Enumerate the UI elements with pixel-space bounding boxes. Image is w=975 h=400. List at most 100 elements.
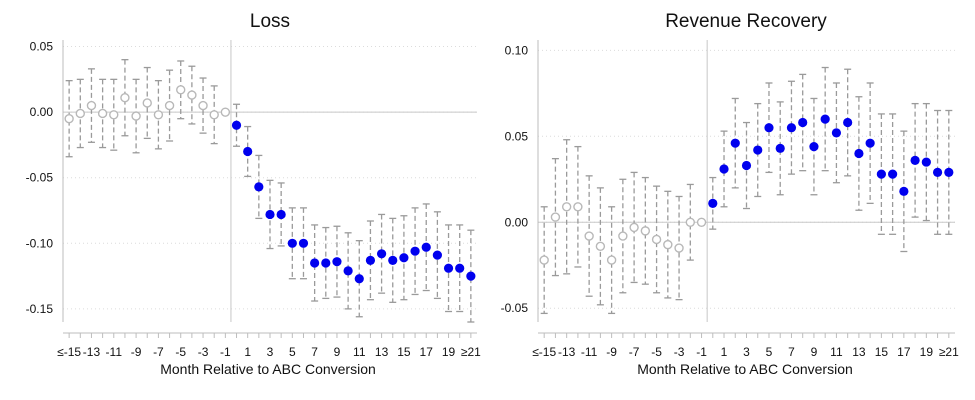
data-point-pre-revenue-recovery	[674, 243, 684, 253]
data-point-pre-revenue-recovery	[640, 226, 651, 236]
data-point-post-revenue-recovery	[910, 155, 920, 165]
x-tick-label-loss: -5	[175, 345, 186, 359]
data-point-post-loss	[410, 246, 420, 256]
data-point-post-revenue-recovery	[854, 148, 864, 159]
x-tick-label-revenue-recovery: 7	[788, 345, 795, 359]
x-tick-label-revenue-recovery: -7	[629, 345, 640, 359]
x-tick-label-loss: -7	[153, 345, 164, 359]
data-point-pre-loss	[142, 98, 152, 108]
data-point-post-revenue-recovery	[730, 138, 740, 148]
data-point-pre-revenue-recovery	[663, 239, 673, 250]
data-point-pre-loss	[64, 113, 74, 124]
x-tick-label-loss: -11	[106, 345, 123, 359]
data-point-pre-revenue-recovery	[539, 255, 549, 265]
data-point-post-loss	[343, 266, 353, 276]
data-point-post-loss	[443, 263, 454, 273]
x-tick-label-loss: 9	[334, 345, 341, 359]
data-point-post-revenue-recovery	[831, 128, 842, 138]
chart-title-revenue-recovery: Revenue Recovery	[665, 11, 827, 32]
data-point-post-loss	[432, 250, 442, 260]
y-tick-label-loss: -0.05	[26, 171, 54, 185]
y-tick-label-loss: 0.00	[30, 105, 54, 119]
data-point-pre-loss	[187, 90, 197, 100]
x-tick-label-revenue-recovery: 19	[920, 345, 934, 359]
x-tick-label-loss: 13	[375, 345, 389, 359]
data-point-post-loss	[376, 249, 387, 259]
panel-loss: Loss Month Relative to ABC Conversion 0.…	[26, 11, 482, 377]
data-point-pre-loss	[75, 108, 85, 119]
data-point-post-loss	[321, 258, 331, 268]
data-point-pre-loss	[97, 108, 108, 119]
y-tick-label-revenue-recovery: 0.05	[505, 129, 529, 143]
x-tick-label-revenue-recovery: 11	[830, 345, 843, 359]
data-point-pre-revenue-recovery	[584, 231, 594, 241]
data-point-pre-loss	[86, 100, 97, 111]
data-point-post-loss	[365, 255, 376, 265]
data-point-pre-revenue-recovery	[618, 231, 628, 241]
x-tick-label-revenue-recovery: -11	[581, 345, 598, 359]
data-point-post-loss	[310, 258, 320, 268]
data-point-post-loss	[243, 146, 253, 157]
chart-title-loss: Loss	[250, 11, 290, 32]
x-tick-label-revenue-recovery: -3	[674, 345, 685, 359]
data-point-post-revenue-recovery	[865, 138, 875, 148]
x-tick-label-loss: -9	[131, 345, 142, 359]
x-tick-label-revenue-recovery: 1	[721, 345, 728, 359]
data-point-pre-revenue-recovery	[629, 222, 639, 233]
data-point-post-revenue-recovery	[753, 145, 763, 155]
data-point-pre-revenue-recovery	[561, 202, 572, 212]
data-point-post-loss	[388, 255, 398, 265]
data-point-post-revenue-recovery	[741, 160, 752, 171]
data-point-pre-revenue-recovery	[606, 255, 617, 265]
data-point-pre-revenue-recovery	[550, 212, 561, 222]
data-point-pre-revenue-recovery	[696, 217, 707, 227]
x-tick-label-loss: 5	[289, 345, 296, 359]
x-tick-label-revenue-recovery: ≥21	[939, 345, 959, 359]
data-point-post-revenue-recovery	[944, 167, 954, 178]
data-point-pre-loss	[109, 110, 119, 120]
data-point-post-loss	[276, 209, 286, 220]
x-tick-label-loss: 15	[397, 345, 411, 359]
x-tick-label-revenue-recovery: 15	[875, 345, 889, 359]
x-tick-label-loss: ≥21	[461, 345, 481, 359]
x-tick-label-revenue-recovery: -1	[696, 345, 707, 359]
data-point-post-revenue-recovery	[786, 123, 797, 133]
data-point-post-loss	[332, 257, 342, 267]
data-point-pre-loss	[176, 85, 186, 95]
y-tick-label-revenue-recovery: 0.00	[505, 215, 529, 229]
data-point-pre-loss	[131, 111, 141, 121]
data-point-post-revenue-recovery	[809, 142, 819, 152]
data-point-post-loss	[287, 238, 297, 248]
x-tick-label-revenue-recovery: -9	[606, 345, 617, 359]
data-point-post-loss	[466, 271, 476, 281]
data-point-pre-loss	[209, 110, 219, 120]
y-tick-label-loss: -0.10	[26, 236, 54, 250]
panel-revenue-recovery: Revenue Recovery Month Relative to ABC C…	[501, 11, 959, 377]
data-point-post-revenue-recovery	[899, 186, 909, 196]
data-point-post-revenue-recovery	[820, 114, 830, 124]
x-tick-label-revenue-recovery: -5	[651, 345, 662, 359]
x-tick-label-revenue-recovery: 9	[811, 345, 818, 359]
data-point-pre-loss	[120, 93, 130, 103]
x-tick-label-loss: -13	[83, 345, 101, 359]
data-point-post-loss	[298, 238, 309, 248]
x-tick-label-loss: 17	[420, 345, 434, 359]
x-tick-label-loss: 11	[353, 345, 366, 359]
data-point-pre-revenue-recovery	[685, 217, 696, 227]
x-axis-label-revenue-recovery: Month Relative to ABC Conversion	[637, 361, 853, 377]
data-point-pre-loss	[153, 110, 164, 120]
y-tick-label-loss: -0.15	[26, 302, 54, 316]
data-point-post-revenue-recovery	[921, 157, 931, 167]
data-point-post-revenue-recovery	[876, 169, 886, 179]
x-tick-label-revenue-recovery: 17	[897, 345, 911, 359]
x-tick-label-loss: 3	[267, 345, 274, 359]
data-point-post-revenue-recovery	[764, 123, 774, 133]
data-point-post-loss	[254, 182, 264, 192]
y-tick-label-loss: 0.05	[30, 40, 54, 54]
x-tick-label-loss: 1	[244, 345, 251, 359]
data-point-post-revenue-recovery	[843, 117, 853, 128]
data-point-pre-revenue-recovery	[651, 234, 662, 245]
data-point-pre-loss	[220, 107, 231, 117]
